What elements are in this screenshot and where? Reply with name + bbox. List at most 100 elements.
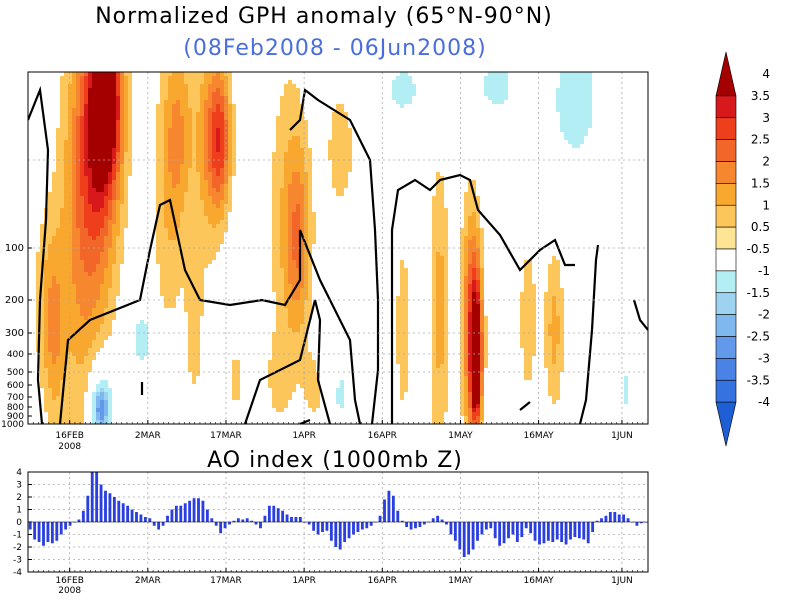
anomaly-cell [52, 188, 56, 192]
anomaly-cell [336, 400, 340, 404]
anomaly-cell [72, 368, 76, 372]
anomaly-cell [192, 244, 196, 248]
anomaly-cell [464, 372, 468, 376]
ao-bar [201, 500, 205, 522]
anomaly-cell [92, 356, 96, 360]
anomaly-cell [64, 80, 68, 84]
anomaly-cell [400, 276, 404, 280]
anomaly-cell [164, 184, 168, 188]
anomaly-cell [116, 156, 120, 160]
anomaly-cell [44, 324, 48, 328]
anomaly-cell [440, 360, 444, 364]
anomaly-cell [308, 392, 312, 396]
anomaly-cell [64, 316, 68, 320]
anomaly-cell [48, 236, 52, 240]
anomaly-cell [276, 272, 280, 276]
anomaly-cell [476, 280, 480, 284]
anomaly-cell [72, 256, 76, 260]
anomaly-cell [52, 204, 56, 208]
anomaly-cell [188, 296, 192, 300]
anomaly-cell [480, 228, 484, 232]
anomaly-cell [404, 344, 408, 348]
anomaly-cell [524, 352, 528, 356]
anomaly-cell [296, 292, 300, 296]
anomaly-cell [444, 360, 448, 364]
anomaly-cell [80, 232, 84, 236]
anomaly-cell [532, 348, 536, 352]
anomaly-cell [396, 296, 400, 300]
anomaly-cell [176, 116, 180, 120]
anomaly-cell [440, 232, 444, 236]
anomaly-cell [192, 220, 196, 224]
anomaly-cell [212, 180, 216, 184]
anomaly-cell [44, 360, 48, 364]
anomaly-cell [88, 112, 92, 116]
anomaly-cell [432, 280, 436, 284]
anomaly-cell [56, 212, 60, 216]
anomaly-cell [96, 420, 100, 424]
anomaly-cell [232, 144, 236, 148]
anomaly-cell [128, 172, 132, 176]
anomaly-cell [404, 304, 408, 308]
anomaly-cell [588, 76, 592, 80]
anomaly-cell [436, 232, 440, 236]
anomaly-cell [96, 120, 100, 124]
anomaly-cell [336, 120, 340, 124]
anomaly-cell [532, 300, 536, 304]
anomaly-cell [436, 312, 440, 316]
anomaly-cell [172, 140, 176, 144]
anomaly-cell [472, 344, 476, 348]
anomaly-cell [168, 204, 172, 208]
anomaly-cell [76, 120, 80, 124]
anomaly-cell [60, 296, 64, 300]
anomaly-cell [308, 180, 312, 184]
anomaly-cell [296, 228, 300, 232]
anomaly-cell [208, 160, 212, 164]
anomaly-cell [168, 212, 172, 216]
anomaly-cell [124, 132, 128, 136]
anomaly-cell [560, 296, 564, 300]
anomaly-cell [64, 340, 68, 344]
anomaly-cell [404, 328, 408, 332]
anomaly-cell [76, 148, 80, 152]
anomaly-cell [112, 180, 116, 184]
anomaly-cell [72, 184, 76, 188]
anomaly-cell [208, 200, 212, 204]
anomaly-cell [196, 232, 200, 236]
anomaly-cell [300, 212, 304, 216]
anomaly-cell [340, 140, 344, 144]
anomaly-cell [48, 212, 52, 216]
anomaly-cell [68, 264, 72, 268]
anomaly-cell [476, 384, 480, 388]
anomaly-cell [440, 224, 444, 228]
anomaly-cell [96, 412, 100, 416]
anomaly-cell [160, 96, 164, 100]
anomaly-cell [52, 336, 56, 340]
anomaly-cell [304, 328, 308, 332]
anomaly-cell [524, 356, 528, 360]
anomaly-cell [444, 372, 448, 376]
anomaly-cell [112, 120, 116, 124]
anomaly-cell [48, 364, 52, 368]
anomaly-cell [128, 132, 132, 136]
anomaly-cell [84, 296, 88, 300]
anomaly-cell [308, 304, 312, 308]
anomaly-cell [436, 300, 440, 304]
anomaly-cell [336, 152, 340, 156]
anomaly-cell [280, 124, 284, 128]
anomaly-cell [100, 308, 104, 312]
anomaly-cell [188, 116, 192, 120]
anomaly-cell [168, 216, 172, 220]
anomaly-cell [40, 224, 44, 228]
anomaly-cell [120, 208, 124, 212]
anomaly-cell [560, 124, 564, 128]
anomaly-cell [48, 276, 52, 280]
anomaly-cell [176, 140, 180, 144]
anomaly-cell [472, 412, 476, 416]
anomaly-cell [96, 300, 100, 304]
anomaly-cell [560, 96, 564, 100]
anomaly-cell [280, 344, 284, 348]
anomaly-cell [192, 372, 196, 376]
anomaly-cell [460, 344, 464, 348]
anomaly-cell [48, 368, 52, 372]
